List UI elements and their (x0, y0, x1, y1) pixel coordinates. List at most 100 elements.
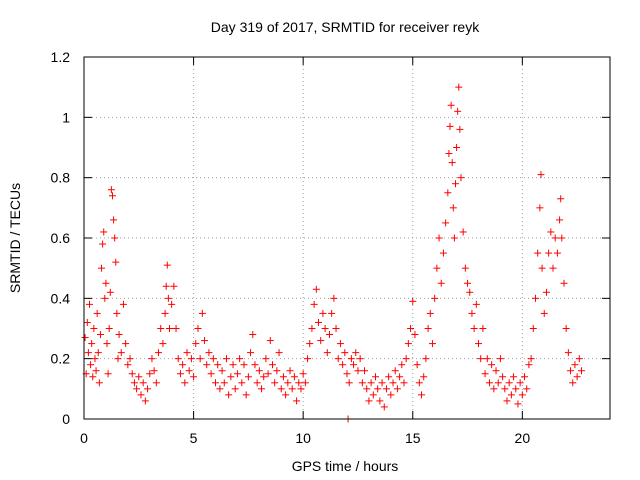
data-point (88, 340, 96, 348)
x-axis-label: GPS time / hours (292, 458, 399, 474)
data-point (227, 373, 235, 381)
data-point (192, 340, 200, 348)
data-point (510, 373, 518, 381)
data-point (161, 309, 169, 317)
data-point (356, 355, 364, 363)
data-point (426, 309, 434, 317)
data-point (464, 279, 472, 287)
data-point (295, 379, 303, 387)
data-point (201, 337, 209, 345)
data-point (481, 370, 489, 378)
data-point (110, 216, 118, 224)
data-point (449, 204, 457, 212)
data-point (159, 340, 167, 348)
data-point (365, 397, 373, 405)
data-point (95, 379, 103, 387)
data-point (112, 258, 120, 266)
data-point (418, 391, 426, 399)
data-point (150, 367, 158, 375)
data-point (551, 234, 559, 242)
y-tick-label: 0.8 (51, 170, 71, 186)
data-point (83, 318, 91, 326)
data-point (99, 240, 107, 248)
y-tick-label: 0.6 (51, 230, 71, 246)
data-point (527, 355, 535, 363)
data-point (247, 349, 255, 357)
data-point (461, 264, 469, 272)
data-point (385, 373, 393, 381)
data-point (516, 379, 524, 387)
data-point (128, 370, 136, 378)
data-point (398, 361, 406, 369)
y-tick-label: 1.2 (51, 49, 71, 65)
data-point (146, 370, 154, 378)
data-point (103, 340, 111, 348)
data-point (571, 361, 579, 369)
data-point (376, 397, 384, 405)
data-point (428, 340, 436, 348)
data-point (108, 192, 116, 200)
data-point (483, 355, 491, 363)
data-point (501, 385, 509, 393)
data-point (420, 373, 428, 381)
data-point (343, 370, 351, 378)
data-point (172, 325, 180, 332)
data-point (185, 367, 193, 375)
data-point (536, 204, 544, 212)
data-point (163, 261, 171, 269)
data-point (113, 309, 121, 317)
data-point (111, 234, 119, 242)
data-point (238, 379, 246, 387)
data-point (168, 300, 176, 308)
data-point (90, 325, 98, 332)
data-point (203, 361, 211, 369)
data-point (190, 373, 198, 381)
data-point (260, 373, 268, 381)
data-point (411, 331, 419, 339)
data-point (266, 337, 274, 345)
data-point (133, 385, 141, 393)
data-point (457, 174, 465, 182)
y-tick-label: 0.4 (51, 290, 71, 306)
data-points (81, 83, 586, 423)
data-point (284, 379, 292, 387)
data-point (152, 379, 160, 387)
data-point (503, 397, 511, 405)
data-point (391, 367, 399, 375)
data-point (275, 349, 283, 357)
data-point (540, 309, 548, 317)
data-point (494, 379, 502, 387)
data-point (575, 355, 583, 363)
data-point (157, 325, 165, 332)
data-point (439, 249, 447, 257)
data-point (477, 355, 485, 363)
data-point (179, 361, 187, 369)
data-point (135, 373, 143, 381)
data-point (92, 367, 100, 375)
data-point (264, 370, 272, 378)
data-point (514, 400, 522, 408)
data-point (141, 397, 149, 405)
data-point (242, 391, 250, 399)
data-point (198, 309, 206, 317)
data-point (144, 385, 152, 393)
data-point (446, 122, 454, 130)
data-point (328, 309, 336, 317)
data-point (361, 367, 369, 375)
data-point (91, 355, 99, 363)
data-point (236, 355, 244, 363)
data-point (389, 379, 397, 387)
data-point (187, 355, 195, 363)
data-point (96, 331, 104, 339)
data-point (369, 391, 377, 399)
data-point (139, 379, 147, 387)
tick-labels: 0 0.2 0.4 0.6 0.8 1 1.2 0 5 10 15 20 (51, 49, 531, 446)
data-point (244, 373, 252, 381)
data-point (512, 385, 520, 393)
data-point (450, 234, 458, 242)
data-point (564, 349, 572, 357)
data-point (174, 355, 182, 363)
data-point (106, 288, 114, 296)
data-point (117, 349, 125, 357)
y-tick-label: 1 (62, 109, 70, 125)
